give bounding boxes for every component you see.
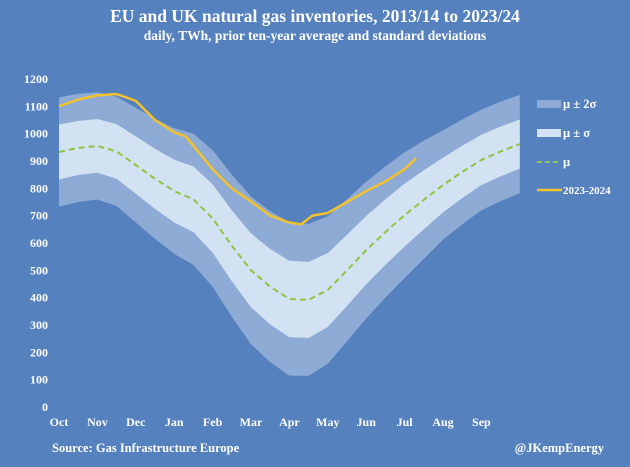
x-tick-label: Nov [87,415,108,429]
x-tick-label: Jun [357,415,377,429]
y-tick-label: 800 [30,181,48,195]
x-tick-label: Apr [279,415,300,429]
chart-subtitle: daily, TWh, prior ten-year average and s… [143,28,487,43]
x-tick-label: Sep [472,415,491,429]
series-2023-2024-line [58,92,417,226]
y-tick-label: 700 [30,209,48,223]
x-tick-label: Jan [165,415,184,429]
y-tick-label: 900 [30,154,48,168]
x-tick-label: Mar [240,415,263,429]
source-note: Source: Gas Infrastructure Europe [52,441,240,455]
x-tick-label: Jul [397,415,414,429]
y-tick-label: 300 [30,318,48,332]
band-1-sigma [59,119,520,338]
mean-line [58,143,521,301]
legend-label: μ ± 2σ [563,97,596,111]
legend-swatch-0 [537,100,561,108]
y-tick-label: 100 [30,373,48,387]
y-tick-label: 400 [30,291,48,305]
credit-note: @JKempEnergy [514,441,604,455]
y-tick-label: 1200 [24,72,48,86]
x-tick-label: May [316,415,339,429]
y-tick-label: 200 [30,345,48,359]
x-tick-label: Dec [126,415,146,429]
y-tick-label: 500 [30,263,48,277]
legend-label: 2023-2024 [563,185,611,197]
chart-title: EU and UK natural gas inventories, 2013/… [110,6,520,26]
x-tick-label: Aug [432,415,453,429]
y-tick-label: 600 [30,236,48,250]
y-tick-label: 0 [42,400,48,414]
x-tick-label: Feb [203,415,223,429]
y-tick-label: 1000 [24,127,48,141]
y-tick-label: 1100 [25,99,48,113]
x-tick-label: Oct [50,415,69,429]
legend-swatch-1 [537,129,561,137]
legend-label: μ ± σ [563,126,590,140]
legend-label: μ [563,155,570,169]
